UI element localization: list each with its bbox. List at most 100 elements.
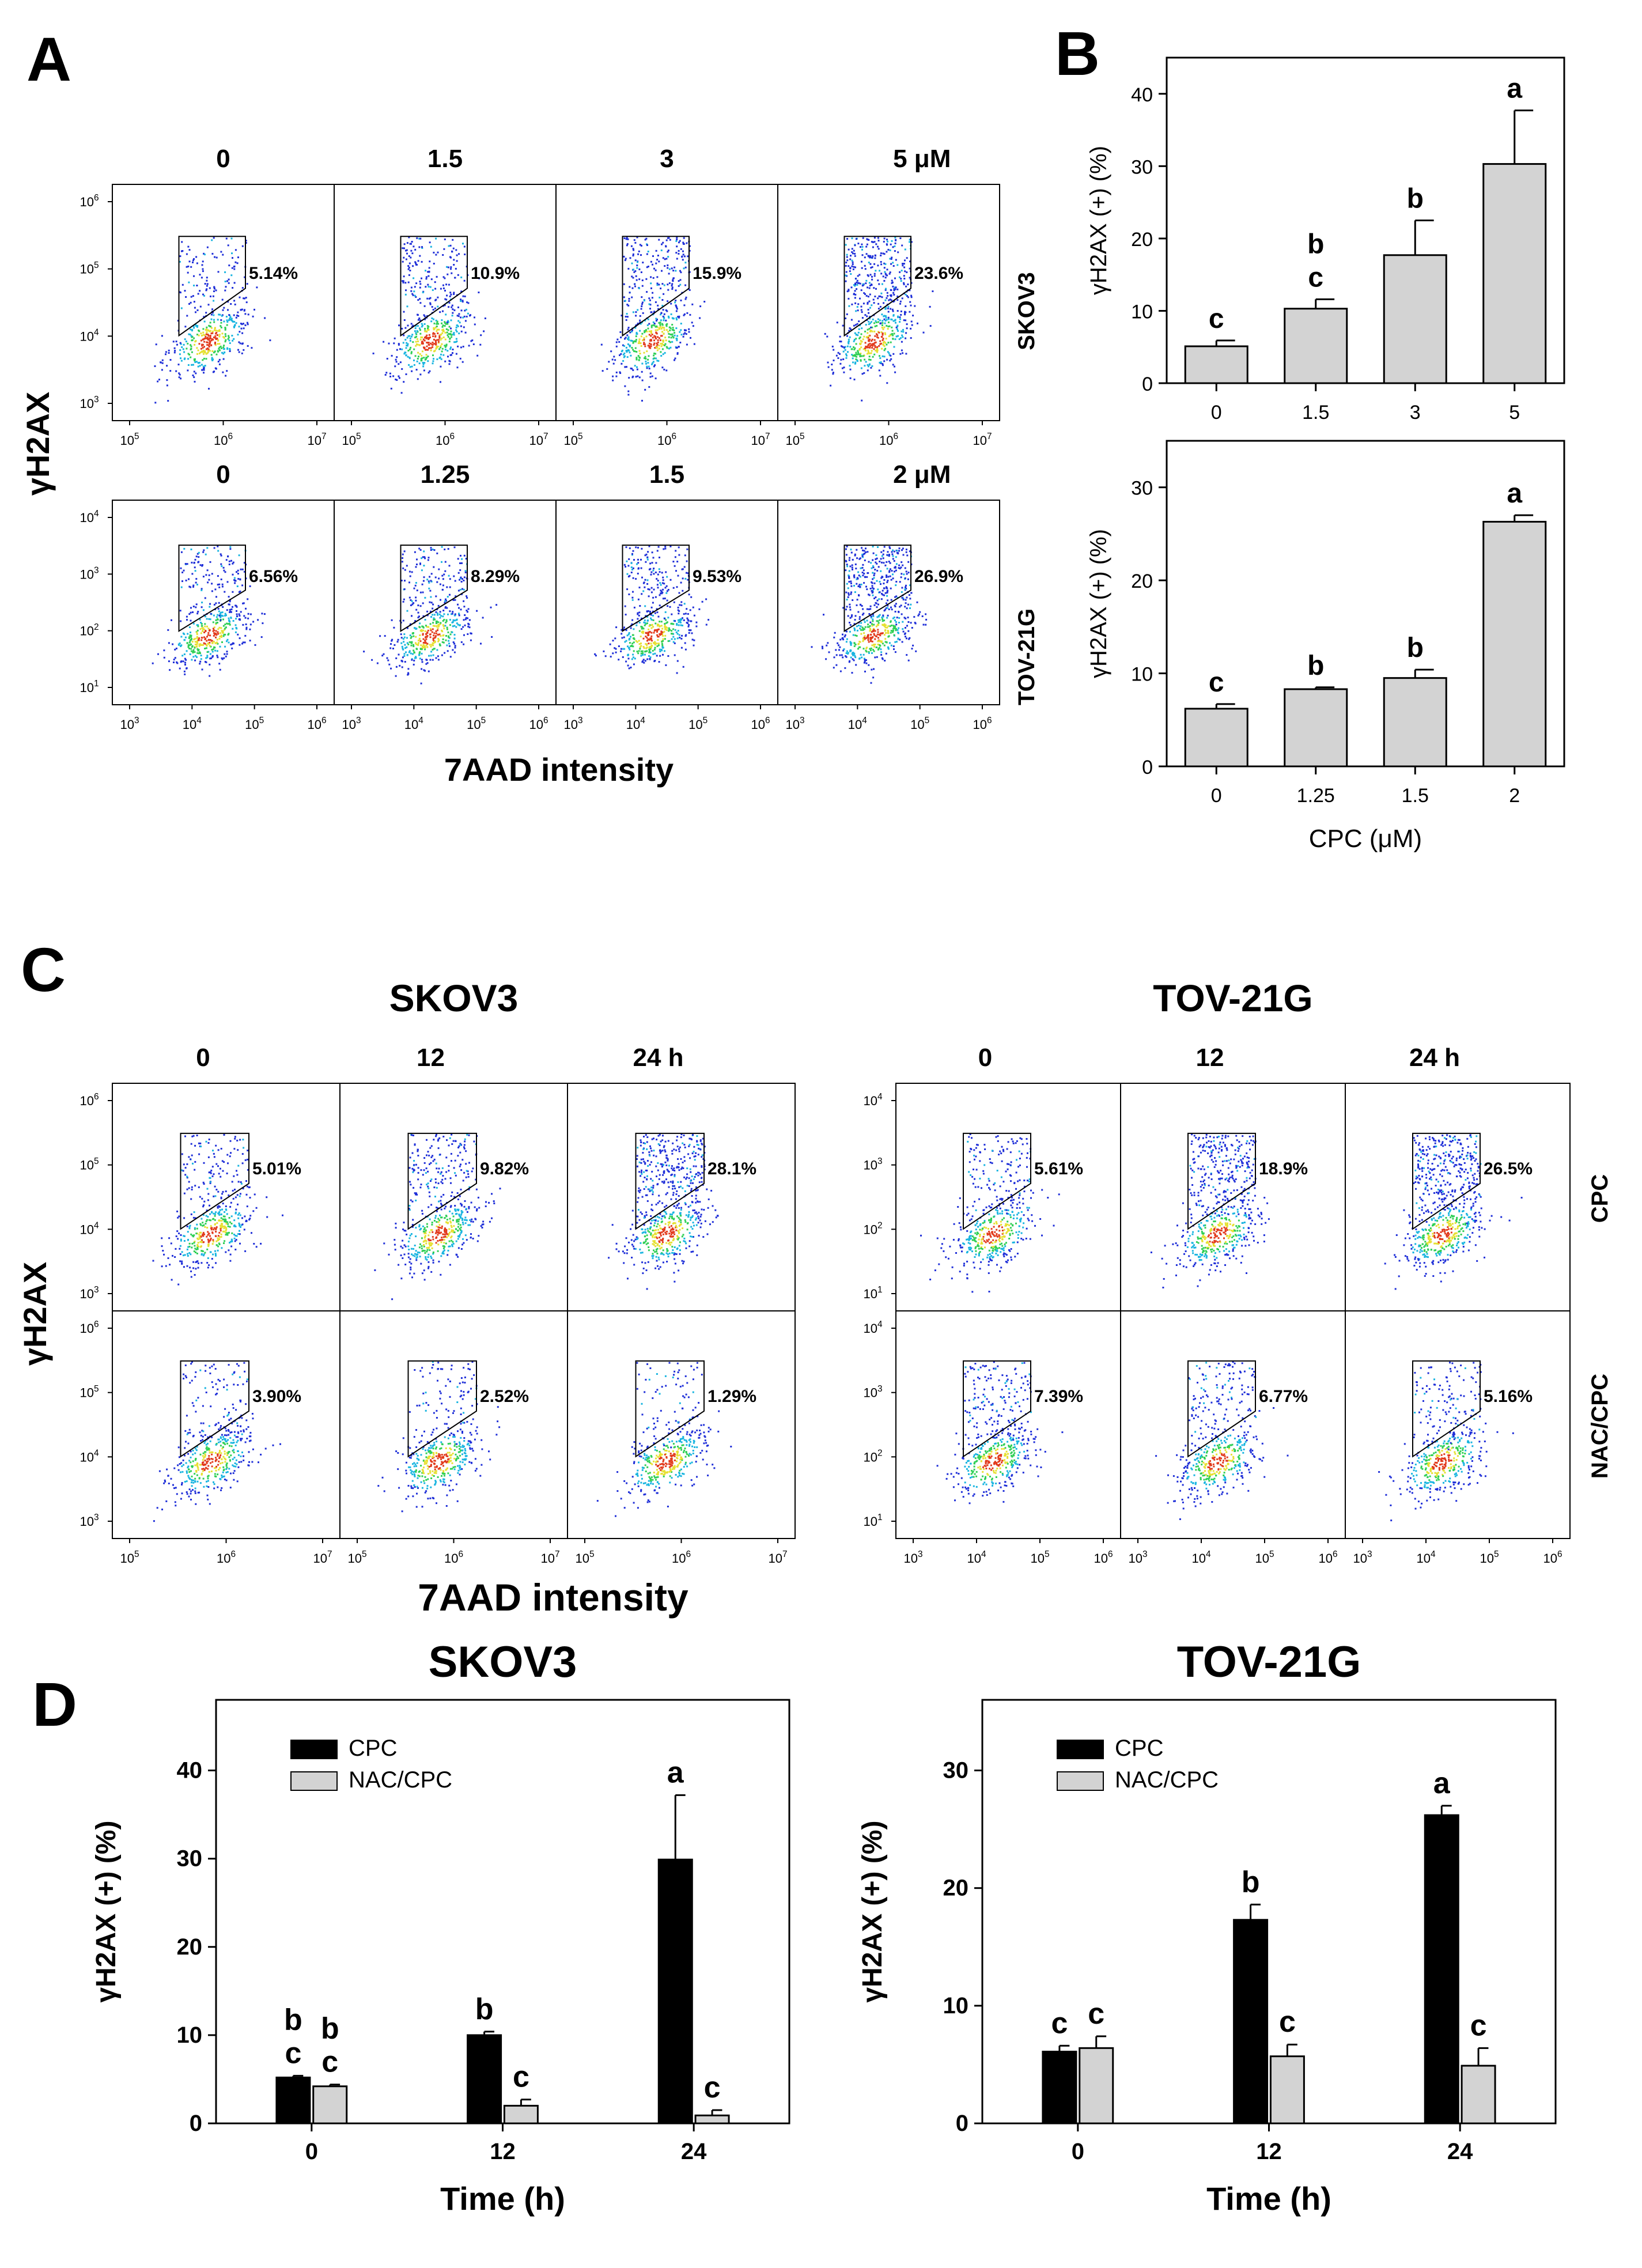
x-tick-label: 103: [342, 716, 361, 732]
cell-dot: [647, 358, 649, 361]
cell-dot: [183, 1240, 186, 1242]
cell-dot: [676, 352, 679, 354]
cell-dot: [230, 317, 233, 320]
cell-dot: [876, 656, 878, 658]
gated-dot: [638, 587, 641, 589]
cell-dot: [213, 319, 215, 321]
gated-dot: [886, 568, 888, 570]
gated-dot: [640, 271, 642, 273]
cell-dot: [679, 637, 681, 639]
gated-dot: [659, 296, 661, 298]
gated-dot: [880, 252, 882, 254]
cell-dot: [249, 585, 251, 587]
cell-dot: [883, 360, 886, 362]
gated-dot: [204, 283, 206, 285]
cell-dot: [168, 349, 170, 351]
cell-dot: [646, 658, 649, 660]
cell-dot: [206, 344, 209, 346]
gated-dot: [190, 266, 192, 268]
gated-dot: [408, 274, 410, 276]
cell-dot: [210, 344, 212, 346]
gated-dot: [903, 263, 905, 265]
cell-dot: [889, 334, 891, 337]
gated-dot: [226, 581, 229, 583]
gated-dot: [642, 262, 644, 264]
cell-dot: [640, 323, 642, 325]
cell-dot: [864, 660, 866, 663]
cell-dot: [427, 327, 429, 330]
gated-dot: [433, 549, 436, 551]
cell-dot: [424, 337, 426, 338]
gated-dot: [466, 301, 468, 304]
gated-dot: [232, 591, 234, 593]
cell-dot: [224, 633, 226, 636]
cell-dot: [627, 339, 630, 341]
gated-dot: [626, 573, 629, 575]
cell-dot: [188, 637, 190, 639]
cell-dot: [225, 335, 227, 337]
cell-dot: [431, 317, 433, 319]
cell-dot: [676, 660, 679, 662]
gated-dot: [632, 550, 634, 552]
gated-dot: [869, 608, 872, 610]
cell-dot: [200, 1224, 202, 1226]
cell-dot: [217, 1190, 220, 1193]
cell-dot: [868, 323, 870, 326]
gated-dot: [846, 256, 848, 258]
cell-dot: [224, 615, 226, 617]
cell-dot: [242, 623, 244, 626]
cell-dot: [476, 354, 479, 357]
cell-dot: [392, 375, 395, 377]
cell-dot: [417, 617, 419, 619]
cell-dot: [893, 626, 895, 628]
cell-dot: [482, 617, 484, 619]
cell-dot: [225, 316, 228, 317]
cell-dot: [629, 331, 631, 334]
cell-dot: [410, 351, 413, 353]
cell-dot: [893, 346, 895, 348]
cell-dot: [645, 632, 647, 634]
cell-dot: [680, 329, 682, 331]
cell-dot: [429, 659, 432, 661]
gated-dot: [847, 615, 849, 617]
cell-dot: [216, 641, 218, 644]
gated-dot: [631, 275, 633, 278]
cell-dot: [194, 307, 196, 309]
cell-dot: [857, 625, 860, 626]
gated-dot: [895, 623, 898, 626]
gated-dot: [854, 553, 856, 555]
cell-dot: [201, 668, 203, 671]
cell-dot: [606, 368, 608, 370]
cell-dot: [463, 326, 465, 328]
gated-dot: [652, 292, 654, 294]
cell-dot: [674, 334, 676, 337]
facs-plot: 6.56%: [152, 545, 298, 677]
gated-dot: [657, 308, 660, 310]
cell-dot: [207, 1216, 209, 1218]
gated-dot: [221, 315, 223, 317]
cell-dot: [442, 610, 445, 611]
gated-dot: [220, 251, 222, 253]
cell-dot: [191, 351, 193, 353]
cell-dot: [173, 347, 176, 349]
cell-dot: [701, 600, 703, 603]
gated-dot: [894, 604, 896, 607]
cell-dot: [218, 347, 220, 350]
cell-dot: [876, 324, 878, 327]
gated-dot: [896, 299, 899, 301]
cell-dot: [887, 632, 890, 634]
cell-dot: [216, 655, 218, 657]
gated-dot: [629, 292, 631, 294]
cell-dot: [187, 358, 190, 360]
gated-dot: [460, 298, 462, 301]
cell-dot: [196, 645, 198, 648]
cell-dot: [228, 337, 230, 339]
cell-dot: [395, 657, 398, 659]
cell-dot: [190, 356, 192, 358]
gated-dot: [653, 323, 656, 324]
cell-dot: [883, 634, 886, 636]
gated-dot: [871, 266, 873, 269]
cell-dot: [852, 361, 854, 364]
gated-dot: [192, 585, 194, 588]
cell-dot: [664, 343, 667, 345]
